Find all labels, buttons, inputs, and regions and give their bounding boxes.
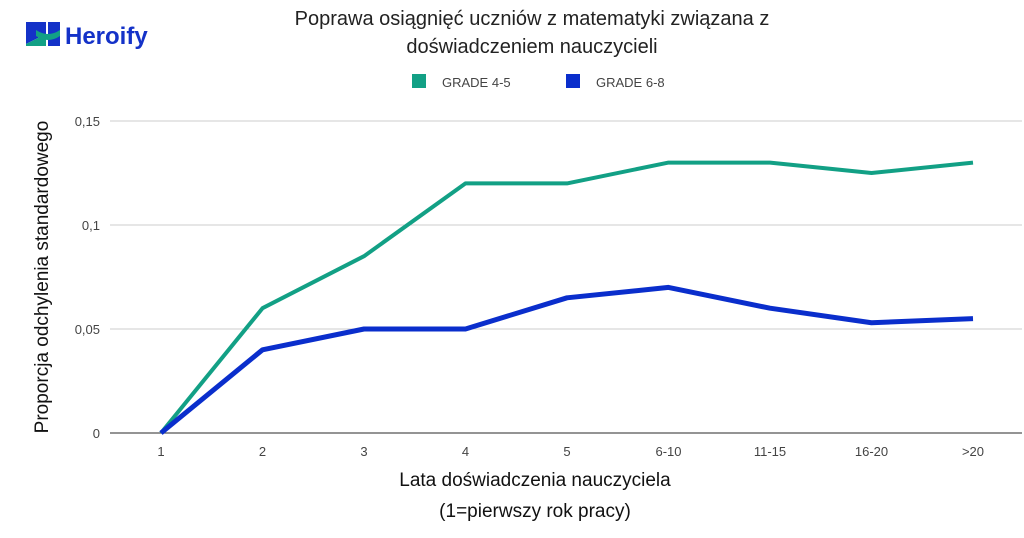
chart-title-line-2: doświadczeniem nauczycieli [406,36,657,58]
x-tick-label: 3 [360,444,367,459]
heroify-logo: Heroify [26,22,148,50]
series-line-grade-6-8 [159,284,974,435]
legend-swatch [566,74,580,88]
y-tick-label: 0,05 [75,322,100,337]
chart-title-line-1: Poprawa osiągnięć uczniów z matematyki z… [295,8,770,30]
legend-label: GRADE 4-5 [442,75,511,90]
x-tick-label: 16-20 [855,444,888,459]
y-tick-label: 0 [93,426,100,441]
legend-swatch [412,74,426,88]
x-axis-label-line-1: Lata doświadczenia nauczyciela [399,470,671,491]
x-tick-label: 6-10 [655,444,681,459]
legend: GRADE 4-5 GRADE 6-8 [412,74,665,90]
x-tick-label: >20 [962,444,984,459]
y-tick-label: 0,15 [75,114,100,129]
y-tick-label: 0,1 [82,218,100,233]
legend-label: GRADE 6-8 [596,75,665,90]
logo-text: Heroify [65,23,148,50]
x-tick-label: 1 [157,444,164,459]
x-tick-label: 2 [259,444,266,459]
x-tick-label: 5 [563,444,570,459]
x-tick-label: 4 [462,444,469,459]
y-axis-label: Proporcja odchylenia standardowego [32,121,53,434]
x-axis-label-line-2: (1=pierwszy rok pracy) [439,501,631,522]
x-tick-label: 11-15 [754,444,786,459]
